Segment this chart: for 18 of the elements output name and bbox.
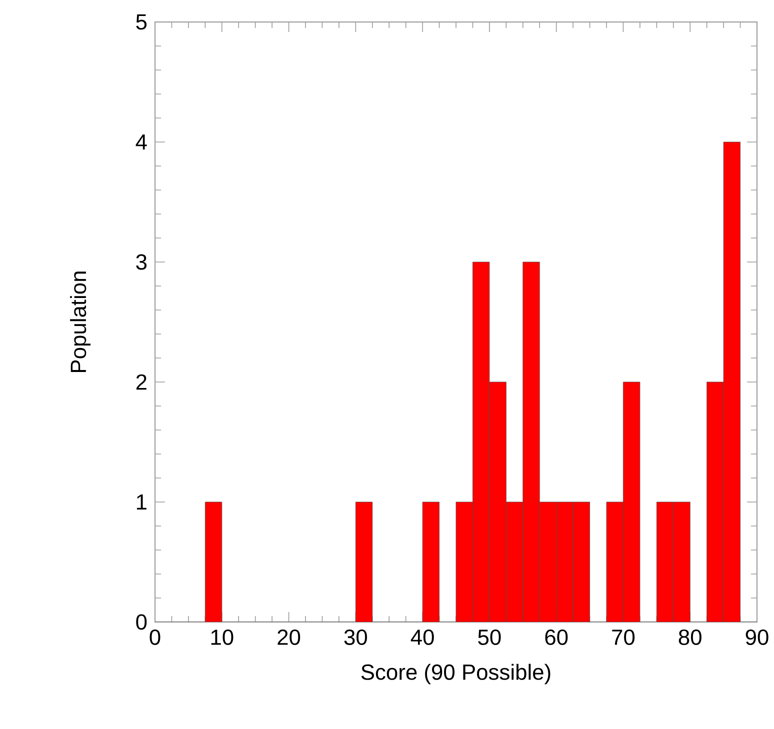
x-tick-label: 0 (150, 629, 160, 646)
x-tick-label: 10 (211, 629, 234, 646)
y-tick-label: 0 (136, 614, 147, 630)
y-tick-label: 4 (136, 134, 147, 150)
x-axis-title: Score (90 Possible) (361, 664, 550, 684)
x-tick-label: 20 (278, 629, 300, 646)
x-tick-label: 80 (678, 629, 702, 646)
y-tick-label: 5 (136, 14, 147, 30)
x-tick-label: 60 (545, 629, 568, 646)
y-tick-label: 2 (136, 374, 146, 390)
x-tick-label: 70 (612, 629, 635, 646)
y-tick-label: 3 (136, 254, 147, 270)
x-tick-label: 90 (746, 629, 768, 646)
x-tick-label: 50 (478, 629, 501, 646)
y-axis-title: Population (70, 272, 90, 372)
x-tick-label: 30 (344, 629, 367, 646)
y-tick-label: 1 (136, 494, 146, 510)
x-tick-label: 40 (410, 629, 434, 646)
